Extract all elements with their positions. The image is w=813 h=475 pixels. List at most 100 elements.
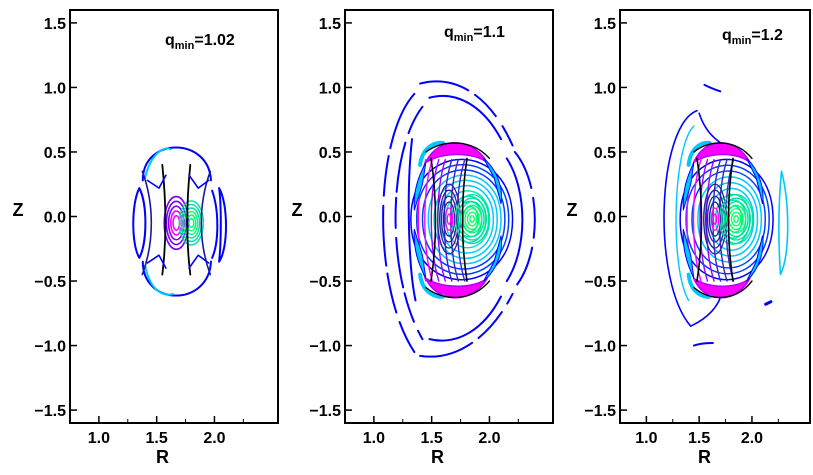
contour-line <box>693 280 753 299</box>
contour-line <box>778 170 789 276</box>
contour-line <box>461 157 468 282</box>
contour-line <box>697 176 763 263</box>
contour-line <box>188 217 195 229</box>
contour-plot <box>132 146 227 297</box>
x-tick-label: 1.5 <box>421 430 443 447</box>
y-tick-label: −1.5 <box>34 403 66 420</box>
contour-line <box>513 150 536 289</box>
contour-line <box>721 197 752 241</box>
panel-title: qmin=1.02 <box>165 32 235 52</box>
contour-line <box>430 157 437 282</box>
contour-line <box>146 254 167 269</box>
contour-plot <box>382 80 536 358</box>
y-tick-label: −1.5 <box>584 403 616 420</box>
contour-line <box>144 147 172 179</box>
y-axis-label: Z <box>567 200 578 220</box>
y-tick-label: 0.0 <box>319 210 341 227</box>
contour-line <box>718 194 754 245</box>
contour-line <box>424 159 433 282</box>
contour-line <box>182 207 201 239</box>
contour-line <box>726 204 747 234</box>
x-axis-label: R <box>698 447 711 467</box>
y-tick-label: −1.0 <box>34 339 66 356</box>
contour-line <box>382 92 416 354</box>
contour-line <box>679 158 774 281</box>
contour-fill <box>682 161 695 211</box>
contour-line <box>144 264 174 296</box>
panel-title: qmin=1.2 <box>722 27 783 47</box>
y-tick-label: 0.0 <box>594 210 616 227</box>
contour-line <box>714 193 751 245</box>
y-tick-label: 1.5 <box>594 16 616 33</box>
contour-fill <box>483 157 503 205</box>
contour-line <box>663 109 724 328</box>
contour-line <box>430 159 440 282</box>
contour-line <box>705 159 715 282</box>
contour-line <box>696 157 703 282</box>
contour-line <box>141 146 212 182</box>
contour-line <box>730 211 742 227</box>
contour-line <box>188 174 210 189</box>
contour-line <box>433 179 498 259</box>
contour-line <box>686 140 712 167</box>
y-tick-label: 1.0 <box>319 80 341 97</box>
y-tick-label: 1.0 <box>44 80 66 97</box>
title-subscript: min <box>732 35 752 47</box>
contour-fill <box>746 157 764 205</box>
contour-fill <box>413 161 427 211</box>
contour-line <box>178 200 205 246</box>
title-value: =1.02 <box>194 32 235 49</box>
y-tick-label: 0.5 <box>44 145 66 162</box>
y-axis-label: Z <box>292 200 303 220</box>
x-tick-label: 2.0 <box>203 430 225 447</box>
y-tick-label: −0.5 <box>584 274 616 291</box>
contour-line <box>703 83 722 93</box>
contour-line <box>141 260 212 297</box>
y-tick-label: 0.5 <box>594 145 616 162</box>
contour-line <box>428 94 502 141</box>
contour-line <box>419 292 514 358</box>
x-tick-label: 1.0 <box>363 430 385 447</box>
contour-line <box>165 200 188 246</box>
contour-fill <box>746 235 764 282</box>
y-tick-label: −1.0 <box>309 339 341 356</box>
contour-line <box>184 210 199 236</box>
title-q: q <box>165 32 175 49</box>
contour-line <box>733 215 740 224</box>
contour-line <box>444 207 454 231</box>
contour-line <box>141 170 153 276</box>
contour-line <box>443 159 453 282</box>
contour-line <box>454 194 490 245</box>
x-tick-label: 2.0 <box>741 430 763 447</box>
panel-2: 1.5 1.0 0.5 0.0 −0.5 −1.0 −1.5 1.0 1.5 2.0 R Zqmin=… <box>292 9 554 467</box>
y-tick-label: 1.5 <box>44 16 66 33</box>
x-axis-label: R <box>431 447 444 467</box>
x-tick-label: 1.0 <box>635 430 657 447</box>
contour-line <box>710 207 720 231</box>
x-tick-label: 2.0 <box>478 430 500 447</box>
contour-line <box>469 215 476 224</box>
contour-line <box>712 213 718 225</box>
contour-line <box>464 208 480 231</box>
contour-line <box>686 272 712 299</box>
contour-line <box>505 157 524 283</box>
contour-line <box>146 174 167 189</box>
contour-line <box>703 182 759 257</box>
contour-line <box>415 163 510 276</box>
contour-fill <box>413 228 427 279</box>
contour-line <box>764 300 773 306</box>
title-value: =1.1 <box>473 24 505 41</box>
y-tick-label: −1.5 <box>309 403 341 420</box>
panel-1: 1.5 1.0 0.5 0.0 −0.5 −1.0 −1.5 1.0 1.5 2.0 R Zqmin=… <box>13 9 279 467</box>
x-tick-label: 1.0 <box>88 430 110 447</box>
contour-line <box>692 341 714 347</box>
contour-line <box>708 201 722 237</box>
y-tick-label: 0.0 <box>44 210 66 227</box>
contour-line <box>459 201 485 238</box>
y-tick-label: −0.5 <box>34 274 66 291</box>
contour-line <box>699 159 709 282</box>
contour-line <box>675 125 695 302</box>
title-q: q <box>444 24 454 41</box>
contour-line <box>418 140 446 167</box>
y-tick-label: −1.0 <box>584 339 616 356</box>
